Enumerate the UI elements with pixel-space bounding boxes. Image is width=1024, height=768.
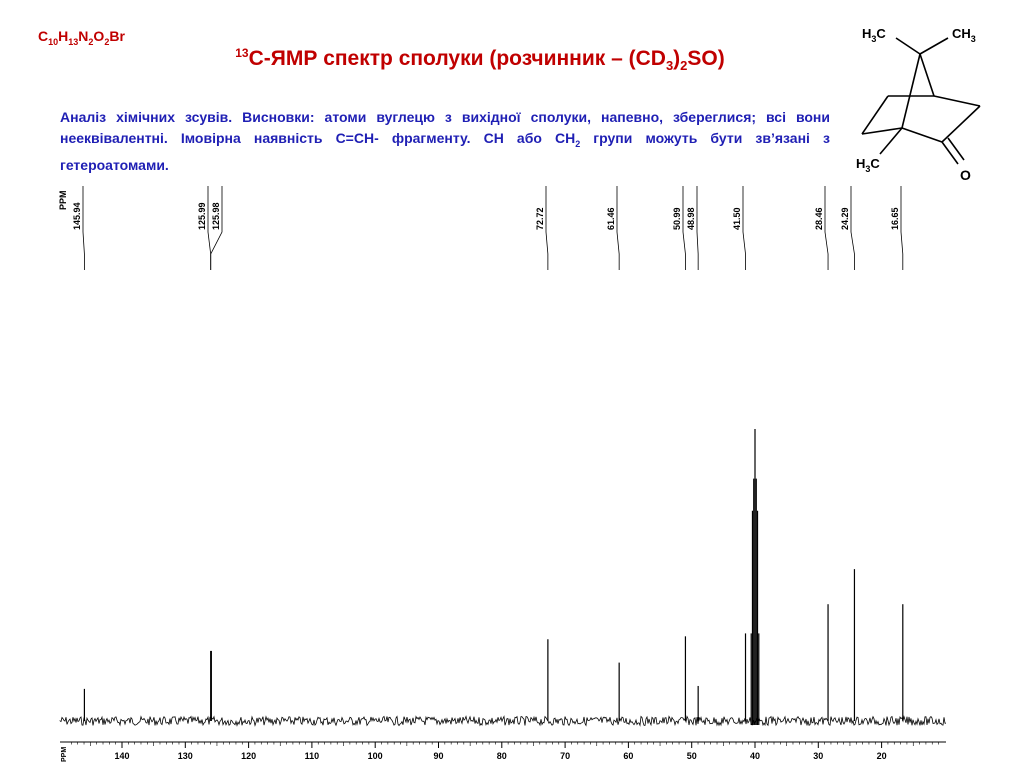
x-tick-label-80: 80 xyxy=(497,751,507,761)
bond-bridge-top xyxy=(919,53,935,97)
peak-leader-24.29 xyxy=(850,186,855,270)
peak-label-41.50: 41.50 xyxy=(732,207,742,230)
peak-leader-72.72 xyxy=(545,186,549,270)
title-end: SO) xyxy=(687,47,725,70)
peak-leader-41.50 xyxy=(742,186,746,270)
x-tick-label-120: 120 xyxy=(241,751,256,761)
formula-h: H xyxy=(58,28,69,44)
peak-leader-16.65 xyxy=(900,186,904,270)
analysis-text-end: групи можуть бути зв’язані з гетероатома… xyxy=(60,130,830,173)
formula-o: O xyxy=(93,28,105,44)
peak-label-50.99: 50.99 xyxy=(672,207,682,230)
peak-labels: 145.94 125.99 125.98 72.72 61.46 50.99 48.98 41… xyxy=(72,202,900,230)
formula-h-count: 13 xyxy=(68,36,79,47)
label-h3c-top-left: H3C xyxy=(862,26,886,44)
bond-carbonyl-a xyxy=(941,141,959,165)
label-ch3-top-right: CH3 xyxy=(952,26,976,44)
peak-label-16.65: 16.65 xyxy=(890,207,900,230)
bond-methyl-bottom xyxy=(879,127,903,155)
bond-me-right xyxy=(919,37,949,55)
title-main: C-ЯМР спектр сполуки (розчинник – (CD xyxy=(248,47,666,70)
x-tick-label-30: 30 xyxy=(813,751,823,761)
title-sub2: 2 xyxy=(680,58,688,74)
peak-leader-48.98 xyxy=(696,186,699,270)
bond-carbonyl-b xyxy=(947,137,965,161)
peak-leader-61.46 xyxy=(616,186,620,270)
peak-leader-125.98 xyxy=(210,186,223,270)
peak-leaders xyxy=(82,186,904,270)
peak-label-28.46: 28.46 xyxy=(814,207,824,230)
peak-label-61.46: 61.46 xyxy=(606,207,616,230)
peak-leader-145.94 xyxy=(82,186,85,270)
x-tick-label-70: 70 xyxy=(560,751,570,761)
title-sub: 3 xyxy=(665,58,674,74)
x-tick-label-60: 60 xyxy=(623,751,633,761)
x-tick-label-20: 20 xyxy=(877,751,887,761)
label-h3c-bottom: H3C xyxy=(856,156,880,174)
title-isotope: 13 xyxy=(235,46,249,60)
formula-n: N xyxy=(78,28,89,44)
analysis-text: Аналіз хімічних зсувів. Висновки: атоми … xyxy=(60,109,830,146)
x-tick-label-90: 90 xyxy=(433,751,443,761)
peak-label-145.94: 145.94 xyxy=(72,202,82,230)
page-title: 13C-ЯМР спектр сполуки (розчинник – (CD3… xyxy=(160,46,800,73)
x-tick-label-100: 100 xyxy=(368,751,383,761)
label-oxygen: O xyxy=(960,167,971,183)
molecular-formula: C10H13N2O2Br xyxy=(38,28,125,47)
formula-o-count: 2 xyxy=(104,36,110,47)
bond-ring-5 xyxy=(861,95,889,135)
peak-leader-50.99 xyxy=(682,186,686,270)
title-close: ) xyxy=(673,47,681,70)
peak-label-24.29: 24.29 xyxy=(840,207,850,230)
x-tick-label-130: 130 xyxy=(178,751,193,761)
formula-br: Br xyxy=(109,28,125,44)
x-tick-label-40: 40 xyxy=(750,751,760,761)
formula-n-count: 2 xyxy=(88,36,94,47)
analysis-paragraph: Аналіз хімічних зсувів. Висновки: атоми … xyxy=(60,107,830,176)
x-tick-label-110: 110 xyxy=(305,751,320,761)
analysis-sub: 2 xyxy=(575,138,581,149)
bond-ring-6 xyxy=(861,127,903,135)
bond-bridge-down xyxy=(901,53,921,129)
peak-label-48.98: 48.98 xyxy=(686,207,696,230)
spectrum-lines xyxy=(83,429,904,725)
formula-c: C xyxy=(38,28,49,44)
spectrum-trace xyxy=(59,715,946,727)
bond-ring-3 xyxy=(901,127,943,143)
formula-c-count: 10 xyxy=(48,36,59,47)
bond-ring-2 xyxy=(941,105,981,143)
bond-me-left xyxy=(895,37,921,55)
molecule-structure: H3C CH3 H3C O xyxy=(856,26,981,183)
peak-label-125.99: 125.99 xyxy=(197,202,207,230)
peak-leader-28.46 xyxy=(824,186,829,270)
x-axis-label: PPM xyxy=(61,747,68,762)
peak-list-header: PPM xyxy=(58,190,68,210)
x-tick-label-50: 50 xyxy=(687,751,697,761)
peak-label-72.72: 72.72 xyxy=(535,207,545,230)
peak-label-125.98: 125.98 xyxy=(211,202,221,230)
bond-ring-1 xyxy=(933,95,981,107)
x-tick-label-140: 140 xyxy=(114,751,129,761)
x-axis-ticks: 140 130 120 110 100 90 80 70 60 50 40 30 20 xyxy=(71,742,939,761)
